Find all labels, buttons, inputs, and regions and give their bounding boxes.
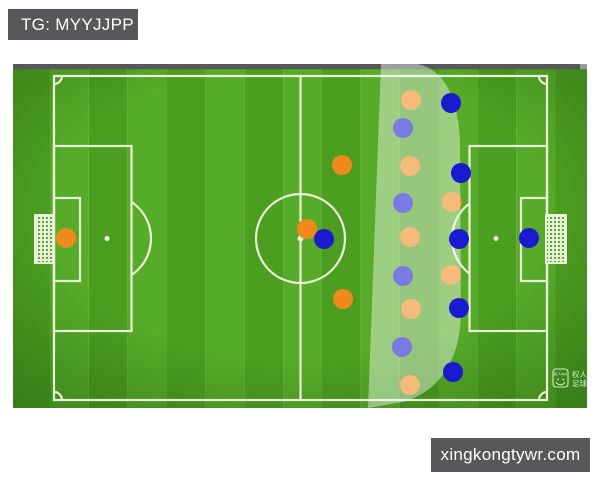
player-dot-orange — [401, 299, 421, 319]
top-band — [13, 64, 587, 70]
telegram-badge: TG: MYYJJPP — [8, 9, 138, 40]
player-dot-orange — [401, 90, 421, 110]
watermark-icon-label: 权人app — [554, 371, 567, 376]
player-dot-blue — [449, 229, 469, 249]
player-dot-blue — [449, 298, 469, 318]
player-dot-blue — [519, 228, 539, 248]
centre-circle — [254, 192, 347, 285]
highlight-zone — [368, 64, 461, 408]
website-badge-label: xingkongtywr.com — [440, 445, 581, 464]
player-dot-orange — [441, 265, 461, 285]
player-dot-orange — [400, 227, 420, 247]
pitch-image: 权人app 权人 足球 — [13, 64, 587, 408]
player-dots-under — [392, 90, 462, 395]
player-dot-orange — [56, 228, 76, 248]
player-dot-blue — [451, 163, 471, 183]
player-dot-blue — [393, 118, 413, 138]
watermark-crest-icon — [552, 368, 569, 388]
goal-nets — [34, 214, 567, 264]
player-dot-blue — [443, 362, 463, 382]
left-goal-net — [34, 214, 55, 264]
player-dot-blue — [393, 193, 413, 213]
player-dot-blue — [314, 229, 334, 249]
player-dot-orange — [332, 155, 352, 175]
right-penalty-spot — [493, 236, 499, 241]
top-band-light-segment — [580, 64, 587, 70]
player-dot-orange — [400, 375, 420, 395]
watermark-text-line1: 权人 — [572, 369, 587, 379]
player-dot-orange — [297, 219, 317, 239]
watermark-text-line2: 足球 — [572, 378, 587, 388]
right-goal-net — [545, 214, 567, 264]
player-dot-orange — [333, 289, 353, 309]
player-dot-blue — [393, 266, 413, 286]
player-dot-orange — [442, 192, 462, 212]
pitch-svg: 权人app 权人 足球 — [13, 64, 587, 408]
player-dots-over — [56, 93, 539, 382]
left-penalty-spot — [104, 236, 110, 241]
website-badge: xingkongtywr.com — [431, 438, 590, 472]
player-dot-blue — [392, 337, 412, 357]
player-dot-orange — [400, 156, 420, 176]
pitch-spots — [104, 235, 499, 242]
player-dot-blue — [441, 93, 461, 113]
watermark: 权人app 权人 足球 — [552, 368, 587, 388]
telegram-badge-label: TG: MYYJJPP — [21, 14, 134, 34]
